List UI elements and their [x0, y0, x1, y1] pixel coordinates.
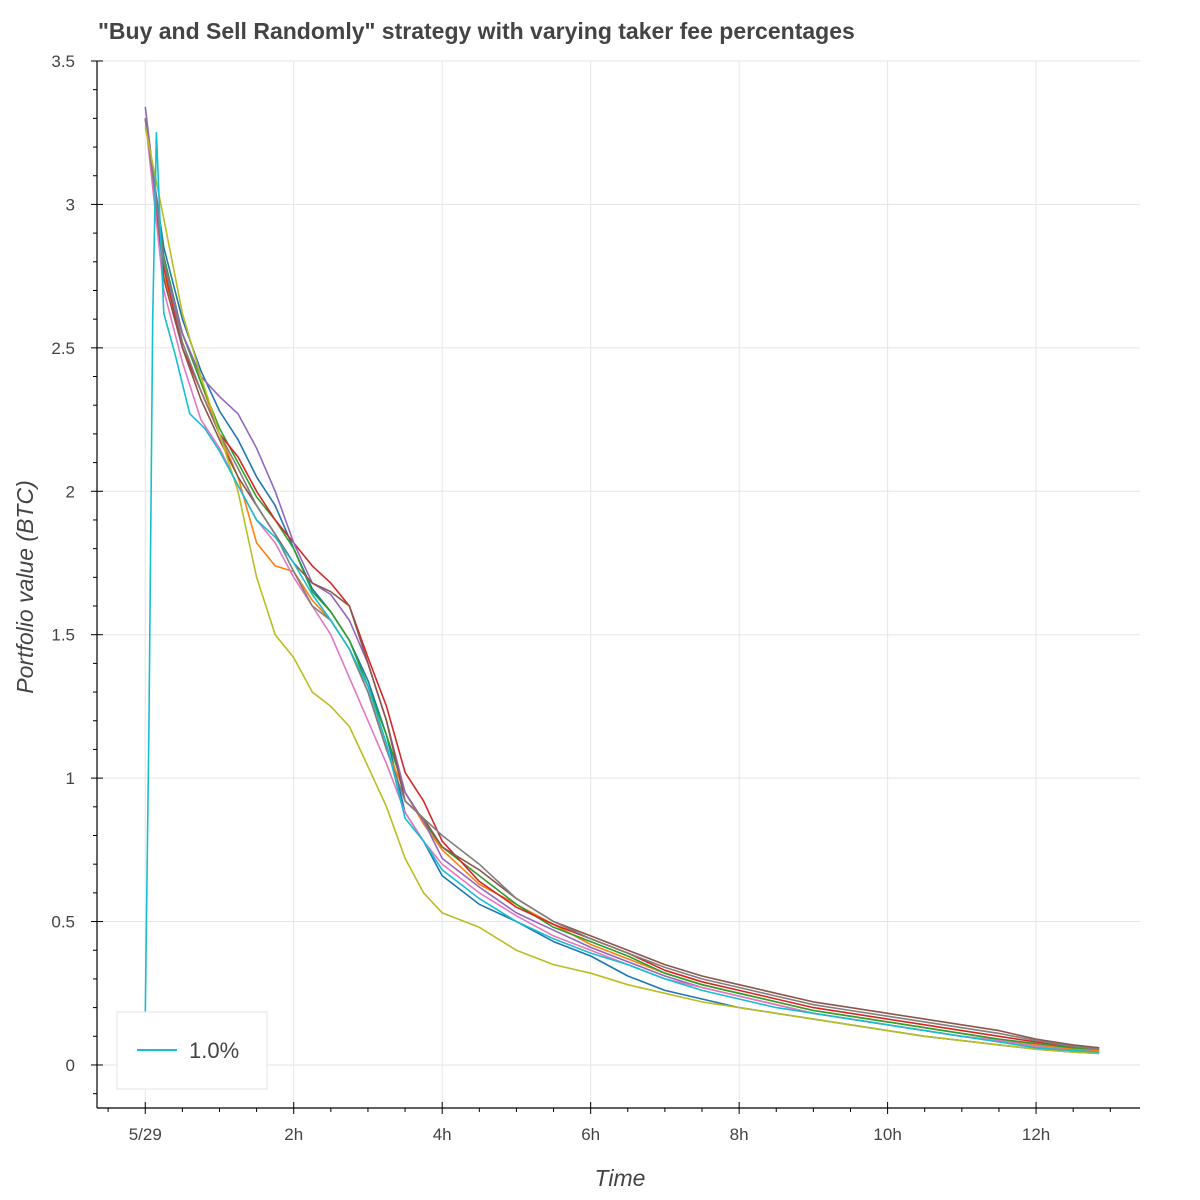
series-line-7 [144, 118, 1100, 1050]
series-line-0 [144, 118, 1100, 1055]
series-line-3 [144, 118, 1100, 1049]
series-line-4 [144, 106, 1100, 1053]
series-line-8 [144, 126, 1100, 1055]
series-line-2 [144, 118, 1100, 1050]
x-axis-label: Time [595, 1165, 646, 1191]
chart-title: "Buy and Sell Randomly" strategy with va… [98, 18, 855, 44]
x-tick-label-5: 10h [873, 1125, 901, 1144]
series-line-1 [144, 118, 1100, 1052]
y-tick-label-4: 2 [66, 482, 75, 501]
x-tick-label-1: 2h [284, 1125, 303, 1144]
y-tick-label-2: 1 [66, 769, 75, 788]
y-tick-label-5: 2.5 [51, 339, 75, 358]
x-tick-label-0: 5/29 [129, 1125, 162, 1144]
y-tick-label-0: 0 [66, 1056, 75, 1075]
x-tick-label-6: 12h [1022, 1125, 1050, 1144]
y-tick-label-6: 3 [66, 195, 75, 214]
x-tick-label-2: 4h [433, 1125, 452, 1144]
x-tick-label-3: 6h [581, 1125, 600, 1144]
series-line-9 [144, 131, 1100, 1053]
axes: 5/29 2h 4h 6h 8h 10h 12h 0 0.5 1 1.5 2 2.5 3 3.5 [51, 52, 1140, 1144]
y-tick-label-3: 1.5 [51, 626, 75, 645]
legend: 1.0% [116, 1011, 268, 1090]
series-layer [144, 106, 1100, 1055]
x-tick-label-4: 8h [730, 1125, 749, 1144]
y-tick-label-1: 0.5 [51, 913, 75, 932]
series-line-6 [144, 118, 1100, 1053]
series-line-5 [144, 118, 1100, 1049]
grid [97, 60, 1140, 1108]
legend-label: 1.0% [189, 1038, 239, 1063]
y-tick-label-7: 3.5 [51, 52, 75, 71]
y-axis-label: Portfolio value (BTC) [12, 480, 38, 693]
